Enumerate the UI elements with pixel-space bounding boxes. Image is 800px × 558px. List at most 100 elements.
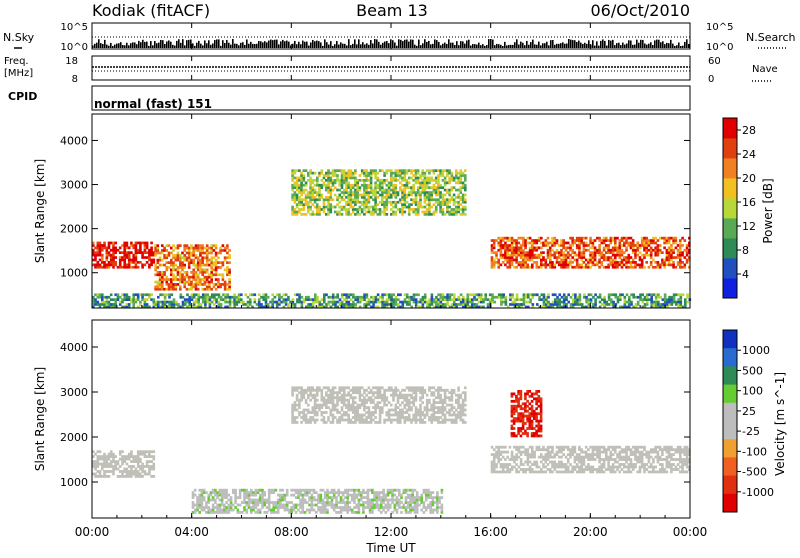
- heatmap-cell: [97, 261, 100, 264]
- heatmap-cell: [612, 301, 615, 304]
- heatmap-cell: [401, 416, 404, 419]
- heatmap-cell: [399, 419, 402, 422]
- heatmap-cell: [157, 244, 160, 247]
- nsky-bar: [220, 46, 222, 48]
- heatmap-cell: [632, 247, 635, 250]
- heatmap-cell: [260, 303, 263, 306]
- heatmap-cell: [511, 261, 514, 264]
- heatmap-cell: [163, 247, 166, 250]
- heatmap-cell: [406, 303, 409, 306]
- heatmap-cell: [303, 394, 306, 397]
- heatmap-cell: [540, 266, 543, 269]
- heatmap-cell: [500, 251, 503, 254]
- heatmap-cell: [408, 386, 411, 389]
- heatmap-cell: [314, 421, 317, 424]
- heatmap-cell: [383, 401, 386, 404]
- heatmap-cell: [500, 303, 503, 306]
- heatmap-cell: [648, 298, 651, 301]
- heatmap-cell: [549, 259, 552, 262]
- heatmap-cell: [646, 296, 649, 299]
- heatmap-cell: [343, 191, 346, 194]
- heatmap-cell: [126, 247, 129, 250]
- heatmap-cell: [327, 416, 330, 419]
- heatmap-cell: [291, 208, 294, 211]
- heatmap-cell: [460, 414, 463, 417]
- heatmap-cell: [146, 463, 149, 466]
- heatmap-cell: [94, 266, 97, 269]
- heatmap-cell: [424, 389, 427, 392]
- nsky-bar: [486, 45, 488, 48]
- nsky-bar: [232, 39, 234, 48]
- heatmap-cell: [392, 191, 395, 194]
- heatmap-cell: [379, 213, 382, 216]
- heatmap-cell: [381, 194, 384, 197]
- heatmap-cell: [538, 466, 541, 469]
- heatmap-cell: [224, 249, 227, 252]
- heatmap-cell: [343, 174, 346, 177]
- heatmap-cell: [506, 451, 509, 454]
- heatmap-cell: [641, 242, 644, 245]
- heatmap-cell: [354, 389, 357, 392]
- heatmap-cell: [547, 448, 550, 451]
- heatmap-cell: [444, 421, 447, 424]
- heatmap-cell: [442, 196, 445, 199]
- heatmap-cell: [343, 399, 346, 402]
- heatmap-cell: [323, 203, 326, 206]
- heatmap-cell: [307, 419, 310, 422]
- heatmap-cell: [222, 273, 225, 276]
- heatmap-cell: [401, 177, 404, 180]
- heatmap-cell: [338, 194, 341, 197]
- heatmap-cell: [616, 251, 619, 254]
- heatmap-cell: [289, 301, 292, 304]
- heatmap-cell: [192, 261, 195, 264]
- heatmap-cell: [659, 296, 662, 299]
- heatmap-cell: [316, 394, 319, 397]
- heatmap-cell: [327, 213, 330, 216]
- heatmap-cell: [359, 189, 362, 192]
- heatmap-cell: [350, 201, 353, 204]
- heatmap-cell: [648, 242, 651, 245]
- heatmap-cell: [433, 184, 436, 187]
- heatmap-cell: [296, 189, 299, 192]
- heatmap-cell: [146, 242, 149, 245]
- heatmap-cell: [594, 247, 597, 250]
- heatmap-cell: [419, 416, 422, 419]
- heatmap-cell: [316, 301, 319, 304]
- heatmap-cell: [601, 466, 604, 469]
- heatmap-cell: [213, 303, 216, 306]
- heatmap-cell: [153, 475, 156, 478]
- heatmap-cell: [675, 237, 678, 240]
- heatmap-cell: [172, 244, 175, 247]
- heatmap-cell: [511, 249, 514, 252]
- heatmap-cell: [453, 203, 456, 206]
- heatmap-cell: [303, 301, 306, 304]
- heatmap-cell: [217, 278, 220, 281]
- heatmap-cell: [332, 389, 335, 392]
- heatmap-cell: [668, 237, 671, 240]
- nsky-bar: [262, 42, 264, 48]
- heatmap-cell: [321, 303, 324, 306]
- heatmap-cell: [606, 303, 609, 306]
- heatmap-cell: [303, 414, 306, 417]
- heatmap-cell: [594, 293, 597, 296]
- heatmap-cell: [305, 399, 308, 402]
- heatmap-cell: [520, 256, 523, 259]
- heatmap-cell: [148, 296, 151, 299]
- heatmap-cell: [294, 401, 297, 404]
- heatmap-cell: [379, 421, 382, 424]
- heatmap-cell: [562, 471, 565, 474]
- nsky-bar: [188, 40, 190, 48]
- heatmap-cell: [114, 242, 117, 245]
- heatmap-cell: [186, 293, 189, 296]
- y-tick-label: 4000: [60, 134, 88, 147]
- heatmap-cell: [354, 213, 357, 216]
- heatmap-cell: [536, 471, 539, 474]
- heatmap-cell: [533, 451, 536, 454]
- heatmap-cell: [590, 301, 593, 304]
- power-heatmap: [92, 169, 691, 308]
- heatmap-cell: [359, 213, 362, 216]
- heatmap-cell: [325, 391, 328, 394]
- heatmap-cell: [199, 269, 202, 272]
- heatmap-cell: [106, 298, 109, 301]
- heatmap-cell: [135, 244, 138, 247]
